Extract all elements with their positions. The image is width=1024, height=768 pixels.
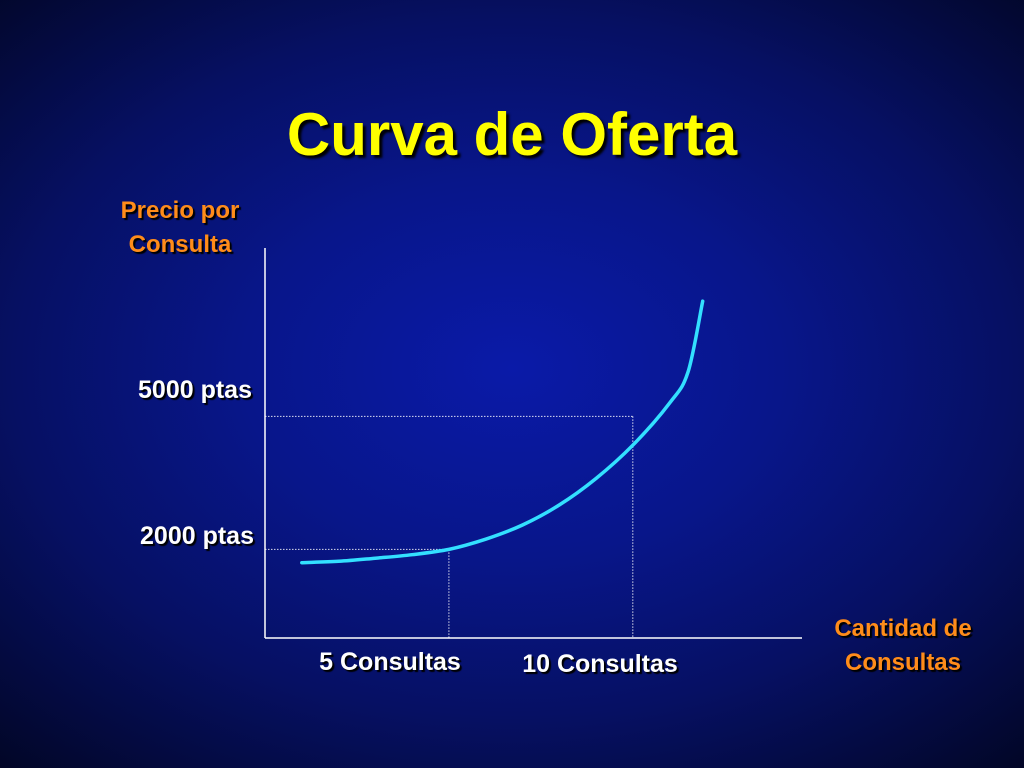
y-axis-label-line2: Consulta [128,231,232,258]
y-axis-label: Precio por Consulta [92,194,268,262]
x-axis-label-line2: Consultas [844,649,961,676]
guide-lines [265,415,634,638]
x-tick-label-5: 5 Consultas [319,648,461,676]
y-axis-label-line1: Precio por [120,197,240,224]
slide-title: Curva de Oferta [286,101,738,168]
y-tick-label-2000: 2000 ptas [140,522,254,550]
x-tick-label-10: 10 Consultas [522,650,678,678]
y-tick-label-5000: 5000 ptas [138,376,252,404]
supply-curve [300,299,705,565]
x-axis-label: Cantidad de Consultas [808,612,998,680]
x-axis-label-line1: Cantidad de [834,615,972,642]
